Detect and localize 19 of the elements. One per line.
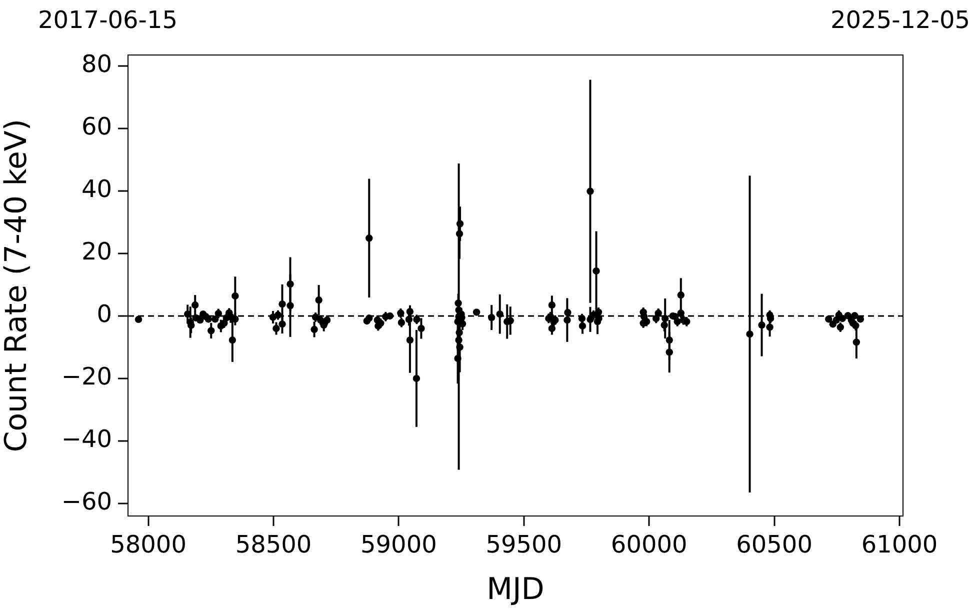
y-tick-label: 20 [81, 238, 112, 266]
x-tick-label: 59500 [486, 530, 562, 559]
x-tick-label: 60500 [736, 530, 812, 559]
x-axis-title: MJD [486, 572, 544, 607]
x-tick-label: 61000 [861, 530, 938, 559]
y-tick-label: −20 [61, 362, 112, 391]
x-tick-label: 60000 [610, 530, 688, 559]
y-tick-label: 60 [81, 112, 112, 141]
y-tick-label: 80 [81, 50, 112, 78]
y-axis-title: Count Rate (7-40 keV) [0, 118, 34, 452]
y-tick-label: 40 [81, 175, 112, 204]
text: 2025-12-05 [830, 6, 970, 34]
x-tick-label: 58500 [235, 530, 312, 559]
x-tick-label: 59000 [360, 530, 437, 559]
text: 2017-06-15 [38, 6, 178, 34]
y-tick-label: −40 [61, 425, 112, 454]
y-tick-label: 0 [96, 300, 112, 328]
x-tick-label: 58000 [110, 530, 186, 559]
y-tick-label: −60 [61, 488, 112, 516]
